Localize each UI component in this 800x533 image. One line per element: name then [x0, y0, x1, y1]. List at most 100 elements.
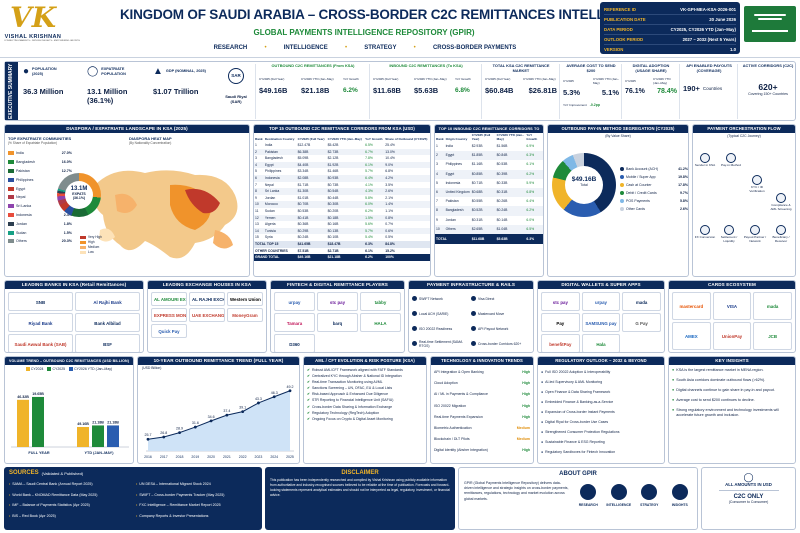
- table-cell: 6.8%: [385, 169, 393, 174]
- aml-item: ✔ Risk-based Approach & Enhanced Due Dili…: [307, 391, 423, 397]
- table-cell: 5.7%: [364, 227, 385, 235]
- outbound-col-header: Destination Country: [264, 137, 295, 142]
- insight-text: Strong regulatory environment and techno…: [676, 408, 779, 417]
- amounts-note: ALL AMOUNTS IN USD: [725, 482, 772, 487]
- table-row: 12 Yemen $0.41B $0.18B 1.5% 0.8%: [254, 214, 430, 222]
- legend-swatch: [620, 175, 624, 179]
- table-cell: Egypt: [444, 169, 471, 179]
- table-cell: 6.3%: [364, 240, 385, 248]
- trend-point: [178, 431, 181, 435]
- flag-icon: [8, 151, 14, 156]
- source-text: FXC Intelligence – Remittance Market Rep…: [139, 503, 221, 507]
- table-row: 2 Pakistan $6.38B $2.73B 6.7% 13.0%: [254, 148, 430, 156]
- trend-year-label: 2017: [160, 455, 168, 459]
- pillar-icon: [580, 484, 597, 500]
- community-share: 20.3%: [61, 239, 72, 244]
- table-cell: 15: [255, 235, 259, 240]
- table-cell: 0.7%: [385, 222, 393, 227]
- insight-text: Digital channels continue to gain share …: [676, 388, 775, 392]
- infra-icon: [412, 311, 417, 316]
- heat-title: DIASPORA HEAT MAP: [129, 136, 172, 141]
- globe-scope-icon: ◯: [743, 472, 754, 482]
- table-cell: 84.8%: [384, 240, 430, 248]
- trend-point-label: 43.3: [255, 397, 262, 401]
- aml-text: Ongoing Focus on Crypto & Digital Asset …: [311, 416, 393, 421]
- wallets-logo: benefitPay: [541, 334, 580, 352]
- trend-point: [225, 413, 229, 417]
- flow-node-label: Sender in KSA: [694, 163, 716, 167]
- table-cell: 6: [254, 174, 264, 182]
- payin-method: Cash at Counter: [626, 183, 652, 187]
- aml-item: ✔ Ongoing Focus on Crypto & Digital Asset…: [307, 416, 423, 422]
- kpi-total: TOTAL KSA C2C REMITTANCE MARKET CY2025 (…: [481, 63, 557, 119]
- table-cell: $3.34B: [297, 169, 309, 174]
- api-value: 190+: [683, 84, 700, 93]
- source-item: • UN DESA – International Migrant Stock 2…: [136, 479, 257, 490]
- table-cell: 1.5%: [364, 214, 385, 222]
- outbound-corridors-table: Rank Destination Country CY2025 (Full Year…: [254, 133, 430, 261]
- inbound-ytd: $5.63B: [414, 86, 439, 95]
- gdp-value: $1.07 Trillion: [153, 87, 199, 96]
- digital-title: DIGITAL ADOPTION (USAGE SHARE): [632, 63, 670, 73]
- aml-item: ✔ STR Reporting to Financial Intelligence…: [307, 397, 423, 403]
- kpi-inbound: INBOUND C2C REMITTANCES (To KSA) CY2025 …: [369, 63, 479, 119]
- reg-item: ● Digital Riyal for Cross-border Use Case…: [541, 417, 661, 427]
- payin-legend-item: Other Cards 2.6%: [620, 205, 688, 213]
- flag-icon: [8, 186, 14, 191]
- inbound-col-header: Rank: [436, 137, 444, 142]
- table-row: 6 United Kingdom $0.68B $0.31B 6.8%: [435, 188, 543, 198]
- meta-row: REFERENCE ID VK-GPI-MEA-KSA-2026-001: [604, 5, 736, 15]
- scope-block: ◯ ALL AMOUNTS IN USD C2C ONLY (Consumer …: [701, 467, 796, 530]
- source-item: • BIS – Red Book (Apr 2025): [9, 511, 130, 522]
- table-row: 4 Egypt $4.40B $1.92B 6.1% 9.0%: [254, 161, 430, 169]
- disclaimer-text: This publication has been independently …: [270, 478, 450, 497]
- fintech-panel: FINTECH & DIGITAL REMITTANCE PLAYERS urp…: [270, 280, 405, 353]
- trend-panel: 10-YEAR OUTBOUND REMITTANCE TREND (FULL …: [137, 356, 300, 464]
- table-total-row: GRAND TOTAL $49.16B $21.18B 6.2% 100%: [254, 254, 430, 261]
- table-cell: $1.56B: [496, 144, 508, 148]
- infra-item: Mastercard Move: [471, 306, 530, 321]
- table-cell: $2.73B: [326, 148, 365, 156]
- table-row: 7 Nepal $1.71B $0.73B 4.1% 3.5%: [254, 182, 430, 189]
- pillar-payments: CROSS-BORDER PAYMENTS: [432, 45, 517, 51]
- flow-node-icon: [776, 193, 786, 203]
- fintech-logo: D360: [274, 334, 315, 352]
- reg-text: Open Finance & Data Sharing Framework: [545, 390, 611, 394]
- brand-name: VISHAL KRISHNAN: [4, 34, 62, 40]
- table-cell: $5.09B: [297, 156, 309, 161]
- corridors-value: 620+: [758, 82, 778, 92]
- bullet-icon: ●: [672, 388, 675, 392]
- community-item: Sudan 1.5%: [8, 228, 72, 237]
- table-cell: 6.2%: [364, 254, 385, 261]
- cards-logo: VISA: [712, 292, 752, 320]
- tech-item: Biometric Authentication Medium: [434, 423, 530, 434]
- table-cell: Egypt: [263, 161, 297, 169]
- table-cell: TOTAL: [435, 234, 471, 245]
- orchestration-panel: PAYMENT ORCHESTRATION FLOW (Typical C2C …: [692, 124, 796, 277]
- flow-node-label: FX Conversion: [694, 235, 716, 239]
- volume-bar: [32, 396, 44, 447]
- table-cell: 4.1%: [365, 182, 373, 187]
- exchange-title: LEADING EXCHANGE HOUSES IN KSA: [148, 281, 266, 289]
- meta-value: CY2025, CY2026 YTD (Jan–May): [670, 27, 736, 32]
- flow-node: FX Conversion: [693, 225, 717, 240]
- meta-box: REFERENCE ID VK-GPI-MEA-KSA-2026-001 PUBLI…: [600, 2, 740, 54]
- insights-panel: KEY INSIGHTS ● KSA is the largest remitta…: [668, 356, 796, 464]
- volume-bar-label: 21.18B: [92, 420, 104, 424]
- payin-share: 17.8%: [678, 183, 688, 187]
- insight-item: ● South Asia corridors dominate outbound …: [672, 378, 792, 383]
- diaspora-panel: DIASPORA / EXPATRIATE LANDSCAPE IN KSA (…: [4, 124, 250, 277]
- digital-ytd: 78.4%: [657, 88, 677, 95]
- chart-icon: ▲: [153, 66, 163, 77]
- table-cell: Jordan: [264, 195, 276, 200]
- table-cell: $0.13B: [326, 227, 365, 235]
- banks-logo: BSF: [75, 334, 140, 352]
- table-cell: Jordan: [445, 217, 456, 222]
- insights-list: ● KSA is the largest remittance market in…: [669, 365, 795, 426]
- community-name: Indonesia: [16, 212, 32, 217]
- community-name: Sudan: [16, 230, 27, 235]
- source-text: IMF – Balance of Payments Statistics (Ap…: [12, 503, 90, 507]
- volume-bar: [77, 426, 89, 447]
- cards-title: CARDS ECOSYSTEM: [669, 281, 795, 289]
- table-total-row: OTHER COUNTRIES $7.51B $2.71B 6.1% 15.2%: [254, 247, 430, 255]
